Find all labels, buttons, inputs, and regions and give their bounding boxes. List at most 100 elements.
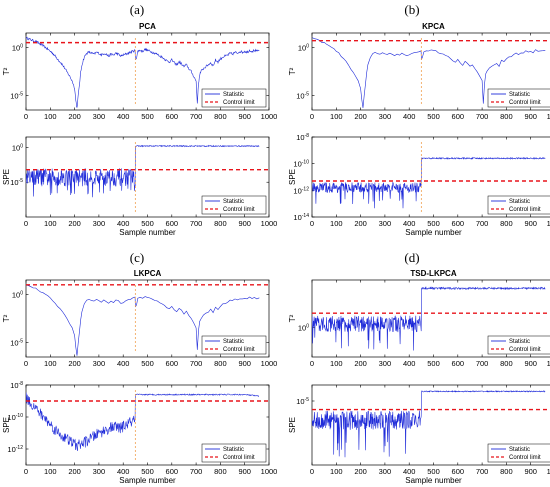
x-tick-label: 200 [68,112,81,121]
x-tick-label: 200 [68,359,81,368]
x-tick-label: 900 [238,359,251,368]
x-tick-label: 1000 [261,467,278,476]
x-tick-label: 400 [117,112,130,121]
x-tick-label: 200 [68,467,81,476]
x-tick-label: 300 [379,112,392,121]
legend-label-control-limit: Control limit [509,207,541,213]
legend-label-statistic: Statistic [223,447,244,453]
x-tick-label: 600 [166,359,179,368]
y-tick-exponent: -5 [305,92,310,98]
x-axis-label: Sample number [119,228,176,237]
x-tick-label: 1000 [261,112,278,121]
y-tick-exponent: -12 [302,186,309,192]
x-tick-label: 200 [354,467,367,476]
x-tick-label: 500 [141,359,154,368]
y-tick-exponent: -8 [305,133,310,139]
x-tick-label: 1000 [547,112,550,121]
x-tick-label: 400 [117,467,130,476]
x-tick-label: 400 [403,112,416,121]
x-axis-label: Sample number [405,228,462,237]
y-tick-label: 10-10 [293,160,309,169]
x-tick-label: 1000 [261,219,278,228]
chart-2: 0 100 200 300 400 500 600 700 800 900 100010010-5S… [2,136,278,237]
x-tick-label: 100 [44,112,57,121]
legend-label-statistic: Statistic [223,199,244,205]
y-tick-label: 10-8 [296,133,309,142]
chart-title: TSD-LKPCA [410,269,456,278]
x-tick-label: 400 [117,219,130,228]
chart-7: TSD-LKPCA0100200300400500600700800900100… [288,269,550,368]
x-tick-label: 100 [44,467,57,476]
y-tick-exponent: 0 [306,43,309,49]
x-tick-label: 200 [354,219,367,228]
y-tick-exponent: -10 [16,413,23,419]
plot-content [312,286,550,351]
y-axis-label: T² [288,314,297,322]
x-tick-label: 200 [68,219,81,228]
statistic-series [26,392,260,451]
y-tick-label: 10-5 [296,92,309,101]
legend-label-statistic: Statistic [509,199,530,205]
plot-area [25,279,270,358]
y-tick-label: 10-10 [7,413,23,422]
y-tick-label: 10-5 [296,397,309,406]
x-tick-label: 400 [117,359,130,368]
x-tick-label: 600 [452,359,465,368]
y-axis-label: T² [2,67,11,75]
x-tick-label: 900 [238,467,251,476]
legend-label-control-limit: Control limit [223,207,255,213]
x-tick-label: 500 [427,359,440,368]
x-tick-label: 300 [93,467,106,476]
statistic-series [312,286,546,351]
chart-title: LKPCA [134,269,162,278]
x-tick-label: 900 [238,112,251,121]
y-tick-exponent: -14 [302,213,309,219]
y-tick-exponent: -12 [16,445,23,451]
y-tick-label: 10-14 [293,213,309,222]
x-tick-label: 600 [166,467,179,476]
x-tick-label: 300 [93,112,106,121]
y-tick-exponent: -5 [19,178,24,184]
x-tick-label: 500 [427,219,440,228]
y-tick-label: 10-8 [10,381,23,390]
x-tick-label: 200 [354,112,367,121]
plot-content [312,390,550,458]
y-tick-exponent: 0 [20,43,23,49]
y-tick-exponent: 0 [20,143,23,149]
y-tick-exponent: -5 [305,397,310,403]
y-tick-exponent: -8 [19,381,24,387]
x-tick-label: 400 [403,359,416,368]
panel-label-a: (a) [130,2,144,17]
x-tick-label: 0 [310,359,314,368]
x-tick-label: 300 [93,219,106,228]
y-axis-label: SPE [288,417,297,433]
x-tick-label: 800 [500,219,513,228]
y-tick-exponent: -5 [19,92,24,98]
x-tick-label: 700 [190,359,203,368]
x-tick-label: 300 [379,359,392,368]
statistic-series [26,144,260,198]
x-tick-label: 700 [476,359,489,368]
x-tick-label: 900 [238,219,251,228]
panel-label-d: (d) [404,250,419,265]
statistic-series [312,156,546,209]
legend-label-control-limit: Control limit [223,347,255,353]
x-tick-label: 100 [330,219,343,228]
y-axis-label: T² [2,314,11,322]
y-tick-label: 100 [12,143,23,152]
x-tick-label: 1000 [261,359,278,368]
x-tick-label: 0 [310,467,314,476]
x-tick-label: 300 [379,467,392,476]
y-tick-label: 100 [12,43,23,52]
x-tick-label: 800 [214,112,227,121]
x-tick-label: 600 [452,467,465,476]
legend-label-control-limit: Control limit [509,347,541,353]
plot-content [26,142,269,212]
x-tick-label: 800 [214,219,227,228]
x-tick-label: 400 [403,467,416,476]
y-axis-label: SPE [2,169,11,185]
statistic-series [312,390,546,458]
x-tick-label: 700 [476,219,489,228]
